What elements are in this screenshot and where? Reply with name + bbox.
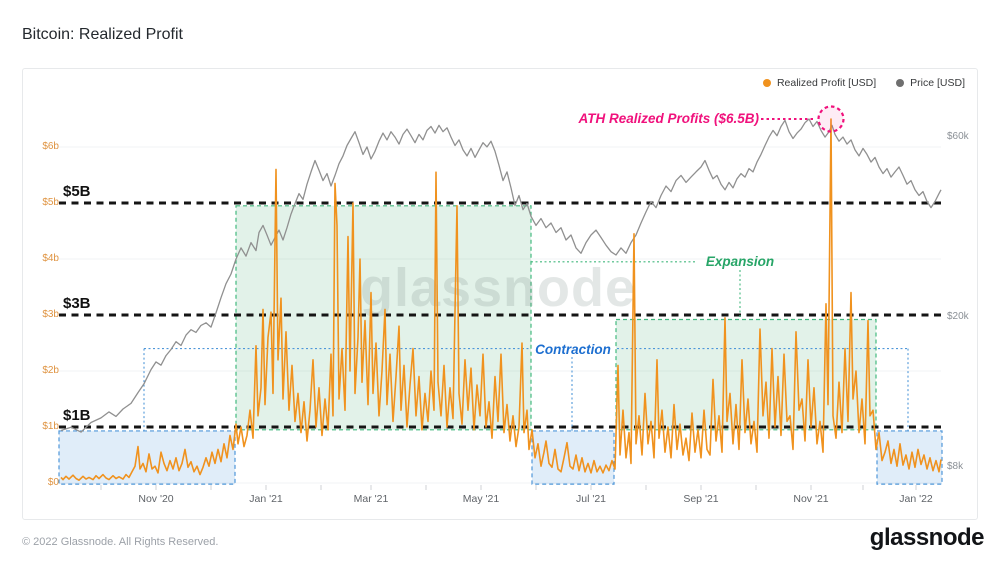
ath-annotation-label: ATH Realized Profits ($6.5B) [578, 111, 759, 126]
glassnode-wordmark[interactable]: glassnode [869, 524, 985, 551]
x-tick-jan21: Jan '21 [249, 493, 283, 505]
footer-copyright: © 2022 Glassnode. All Rights Reserved. [22, 536, 219, 548]
glassnode-watermark: glassnode [360, 258, 636, 318]
page-title: Bitcoin: Realized Profit [22, 26, 183, 43]
x-tick-nov20: Nov '20 [138, 493, 174, 505]
y-left-tick-0: $0 [47, 477, 59, 488]
chart-legend: Realized Profit [USD] Price [USD] [762, 77, 965, 89]
x-tick-may21: May '21 [462, 493, 500, 505]
y-left-tick-1b: $1b [42, 421, 59, 432]
contraction-region [876, 430, 943, 485]
y-left-tick-4b: $4b [42, 253, 59, 264]
contraction-label: Contraction [535, 342, 611, 357]
x-tick-nov21: Nov '21 [793, 493, 829, 505]
y-right-tick-60k: $60k [947, 131, 969, 142]
y-left-tick-5b: $5b [42, 197, 59, 208]
legend-item-realized-profit[interactable]: Realized Profit [USD] [762, 77, 877, 89]
x-tick-mar21: Mar '21 [353, 493, 389, 505]
contraction-region [531, 430, 615, 485]
contraction-region [58, 430, 236, 485]
y-right-tick-8k: $8k [947, 461, 964, 472]
price-line [60, 118, 942, 433]
realized-profit-dot-icon [762, 79, 771, 87]
y-right-tick-20k: $20k [947, 311, 969, 322]
realized-profit-line [60, 118, 942, 481]
chart-canvas[interactable]: glassnode [23, 69, 977, 519]
legend-label: Price [USD] [910, 77, 965, 89]
y-left-tick-6b: $6b [42, 141, 59, 152]
chart-card: glassnode Realized Profit [USD] Price [U… [22, 68, 978, 520]
x-tick-jul21: Jul '21 [575, 493, 607, 505]
ath-circle [817, 105, 845, 133]
legend-label: Realized Profit [USD] [776, 77, 877, 89]
level-label-5b: $5B [63, 183, 91, 200]
y-left-tick-2b: $2b [42, 365, 59, 376]
level-label-3b: $3B [63, 295, 91, 312]
legend-item-price[interactable]: Price [USD] [896, 77, 965, 89]
expansion-label: Expansion [705, 254, 775, 269]
y-left-tick-3b: $3b [42, 309, 59, 320]
price-dot-icon [896, 79, 905, 87]
x-tick-sep21: Sep '21 [683, 493, 719, 505]
level-label-1b: $1B [63, 407, 91, 424]
x-tick-jan22: Jan '22 [899, 493, 933, 505]
